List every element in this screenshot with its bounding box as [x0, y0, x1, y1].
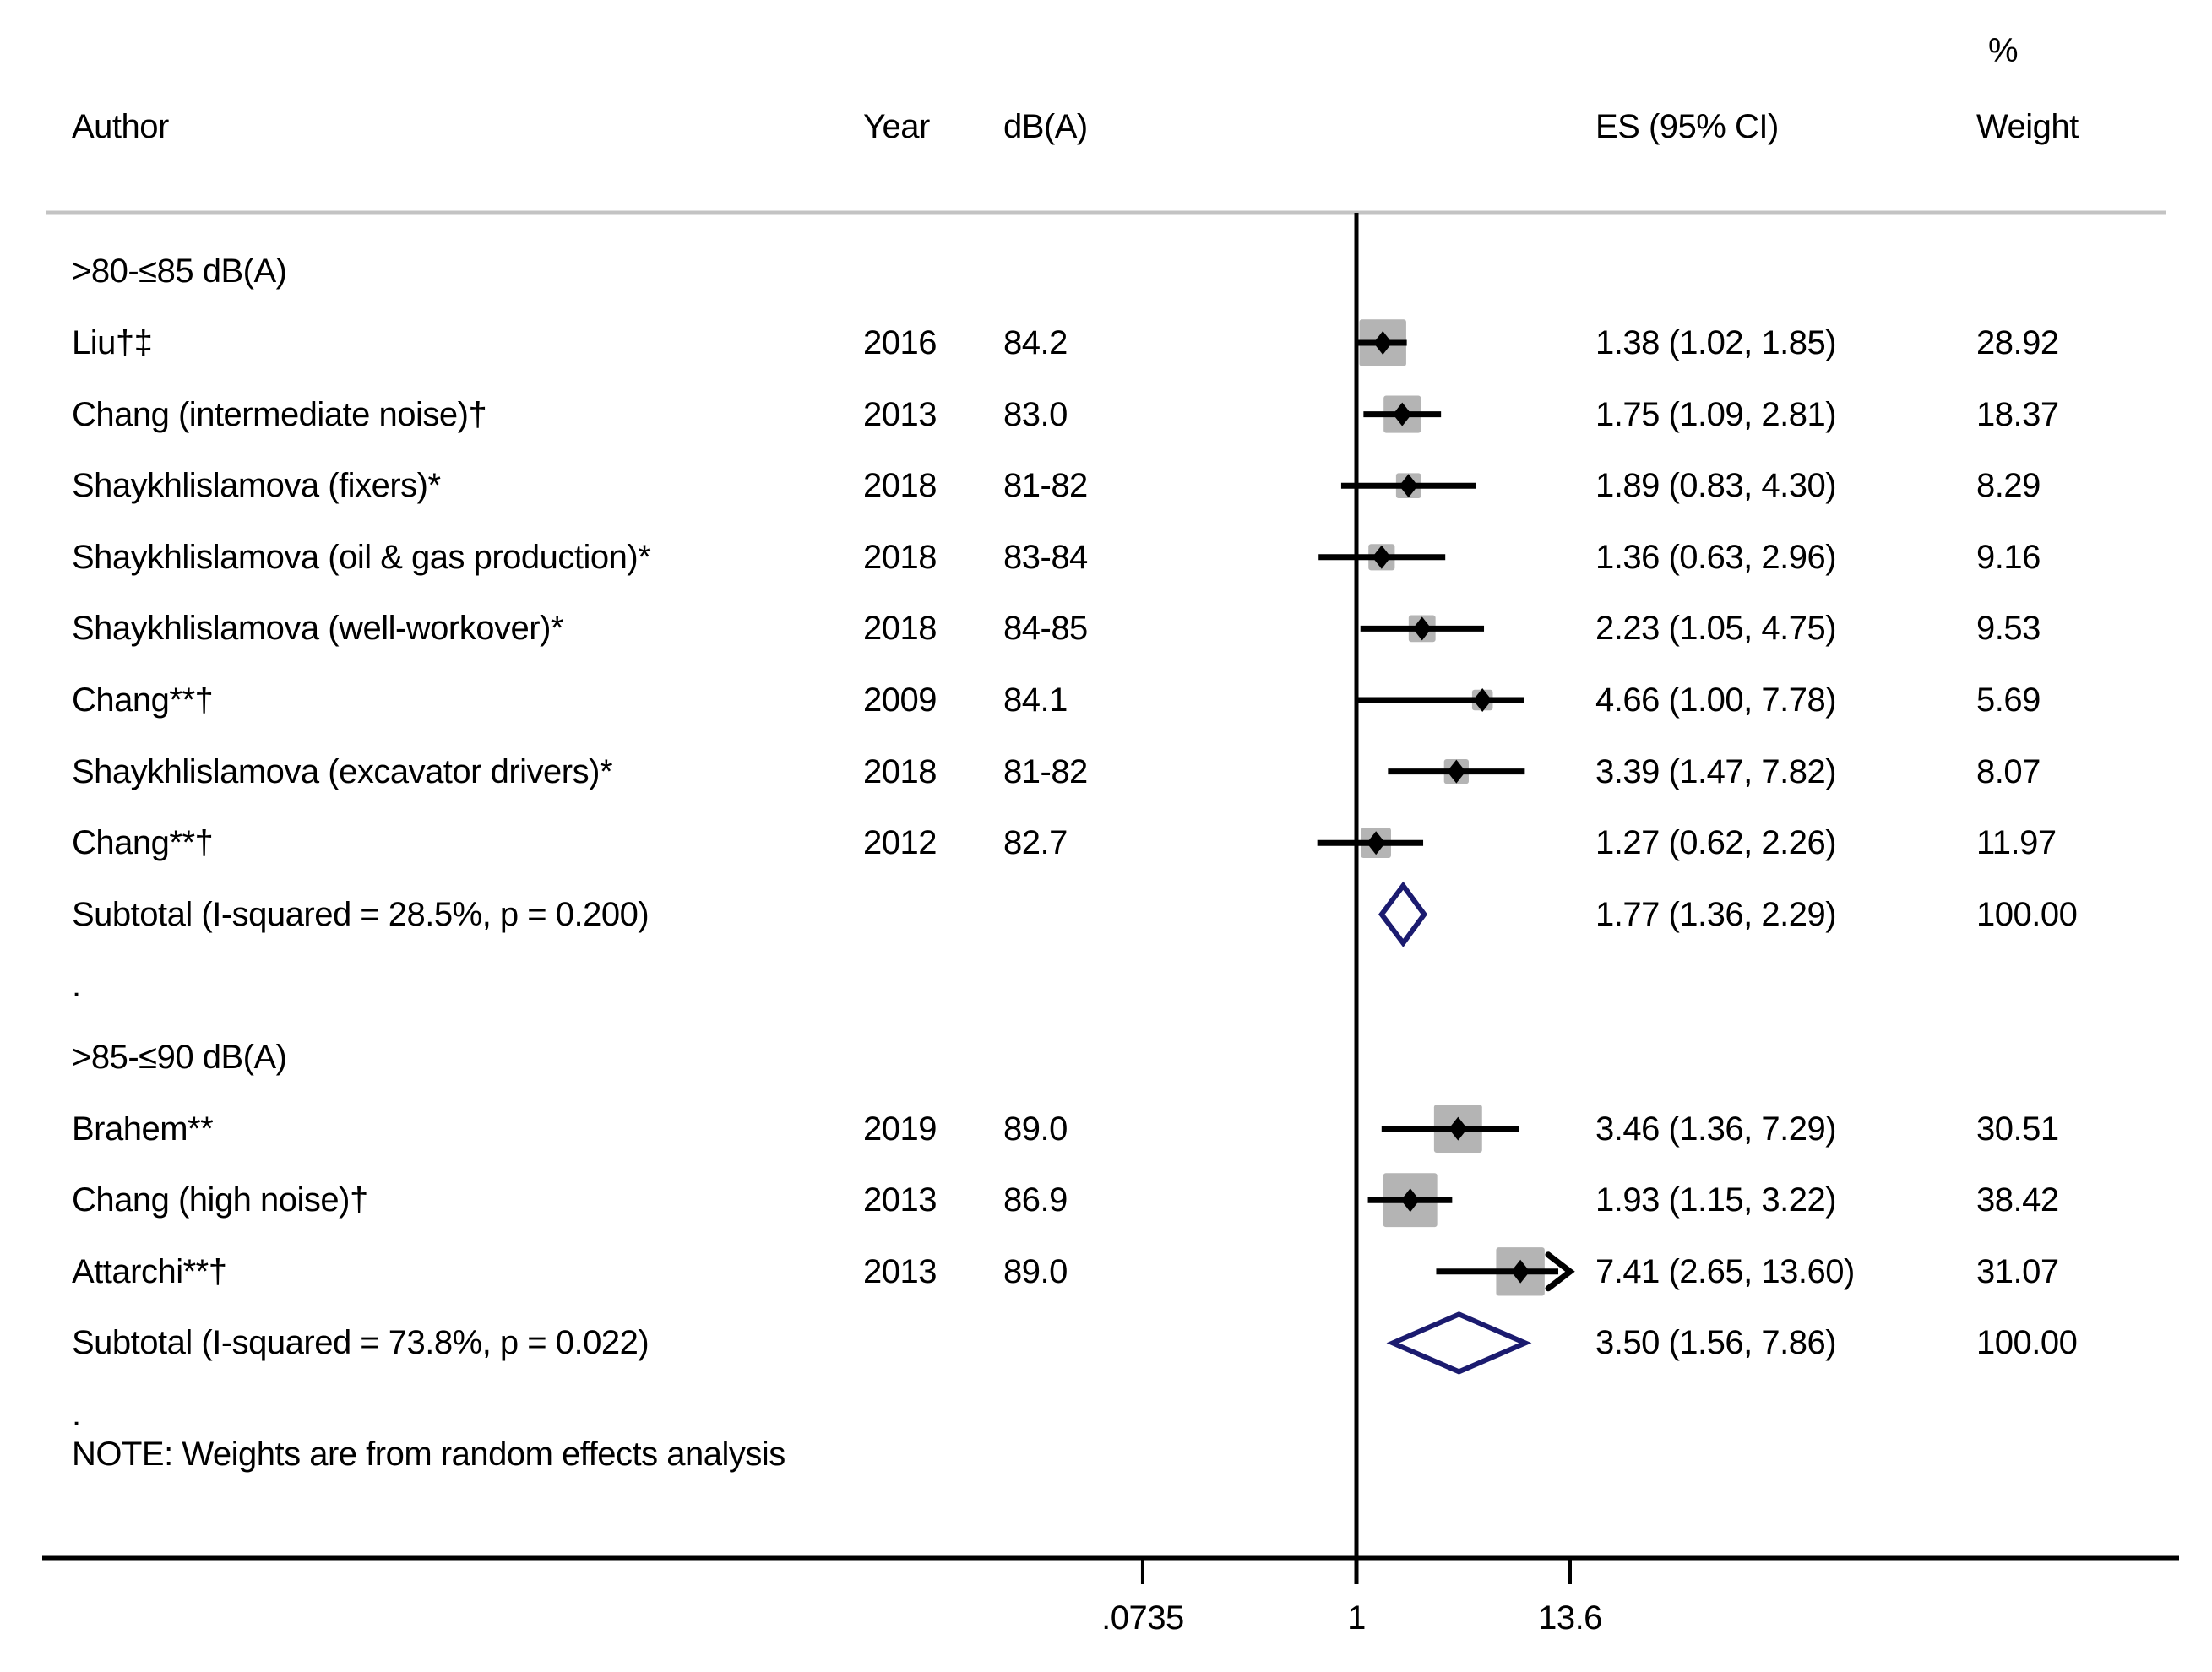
point-marker-icon [1373, 331, 1393, 355]
study-row-author: Brahem** [72, 1110, 214, 1148]
study-row-es: 3.39 (1.47, 7.82) [1595, 752, 1837, 790]
study-row-year: 2013 [863, 1252, 937, 1290]
study-row-author: Chang (high noise)† [72, 1181, 368, 1219]
study-row-weight: 18.37 [1976, 395, 2059, 433]
subtotal-weight: 100.00 [1976, 895, 2078, 933]
study-row-es: 1.36 (0.63, 2.96) [1595, 538, 1837, 576]
study-row-author: Chang**† [72, 681, 214, 719]
study-row-db: 83-84 [1003, 538, 1088, 576]
study-row-weight: 9.16 [1976, 538, 2041, 576]
study-row-author: Shaykhlislamova (fixers)* [72, 467, 441, 505]
study-row-year: 2016 [863, 324, 937, 361]
study-row-es: 7.41 (2.65, 13.60) [1595, 1252, 1855, 1290]
study-row-weight: 30.51 [1976, 1110, 2059, 1148]
study-row-weight: 31.07 [1976, 1252, 2059, 1290]
study-row-author: Shaykhlislamova (well-workover)* [72, 610, 563, 648]
study-row-db: 89.0 [1003, 1252, 1068, 1290]
study-row-author: Shaykhlislamova (excavator drivers)* [72, 752, 613, 790]
subtotal-diamond [1378, 881, 1428, 947]
subtotal-es: 3.50 (1.56, 7.86) [1595, 1324, 1837, 1362]
study-row-es: 1.89 (0.83, 4.30) [1595, 467, 1837, 505]
study-row-db: 83.0 [1003, 395, 1068, 433]
study-row-db: 84.1 [1003, 681, 1068, 719]
study-row-db: 86.9 [1003, 1181, 1068, 1219]
axis-tick-label: 13.6 [1538, 1599, 1602, 1637]
spacer-dot: . [72, 1396, 81, 1433]
column-header-es-ci: ES (95% CI) [1595, 108, 1779, 145]
point-marker-icon [1367, 831, 1386, 855]
study-row-db: 84.2 [1003, 324, 1068, 361]
study-row-es: 1.27 (0.62, 2.26) [1595, 824, 1837, 862]
subtotal-label: Subtotal (I-squared = 73.8%, p = 0.022) [72, 1324, 649, 1362]
column-header-year: Year [863, 108, 930, 145]
subtotal-label: Subtotal (I-squared = 28.5%, p = 0.200) [72, 895, 649, 933]
axis-tick-label: .0735 [1101, 1599, 1184, 1637]
point-marker-icon [1400, 1188, 1420, 1213]
subtotal-weight: 100.00 [1976, 1324, 2078, 1362]
study-row-db: 82.7 [1003, 824, 1068, 862]
point-marker-icon [1372, 545, 1391, 569]
group-label: >80-≤85 dB(A) [72, 252, 287, 290]
study-row-weight: 28.92 [1976, 324, 2059, 361]
point-marker-icon [1399, 474, 1418, 498]
study-row-year: 2018 [863, 538, 937, 576]
study-row-year: 2018 [863, 467, 937, 505]
study-row-es: 1.75 (1.09, 2.81) [1595, 395, 1837, 433]
study-row-es: 3.46 (1.36, 7.29) [1595, 1110, 1837, 1148]
study-row-weight: 11.97 [1976, 824, 2057, 862]
study-row-es: 1.38 (1.02, 1.85) [1595, 324, 1837, 361]
point-marker-icon [1473, 688, 1492, 712]
subtotal-diamond [1386, 1311, 1532, 1375]
study-row-year: 2013 [863, 395, 937, 433]
study-row-year: 2012 [863, 824, 937, 862]
study-row-year: 2013 [863, 1181, 937, 1219]
study-row-es: 4.66 (1.00, 7.78) [1595, 681, 1837, 719]
column-header-percent: % [1988, 32, 2019, 69]
point-marker-icon [1511, 1259, 1530, 1284]
group-label: >85-≤90 dB(A) [72, 1039, 287, 1076]
study-row-es: 2.23 (1.05, 4.75) [1595, 610, 1837, 648]
column-header-weight: Weight [1976, 108, 2079, 145]
study-row-weight: 8.07 [1976, 752, 2041, 790]
study-row-author: Liu†‡ [72, 324, 153, 361]
study-row-db: 89.0 [1003, 1110, 1068, 1148]
study-row-db: 81-82 [1003, 467, 1088, 505]
study-row-author: Chang (intermediate noise)† [72, 395, 487, 433]
study-row-year: 2018 [863, 610, 937, 648]
subtotal-es: 1.77 (1.36, 2.29) [1595, 895, 1837, 933]
column-header-author: Author [72, 108, 169, 145]
study-row-weight: 5.69 [1976, 681, 2041, 719]
study-row-es: 1.93 (1.15, 3.22) [1595, 1181, 1837, 1219]
point-marker-icon [1412, 616, 1432, 641]
study-row-db: 84-85 [1003, 610, 1088, 648]
spacer-dot: . [72, 967, 81, 1005]
random-effects-note: NOTE: Weights are from random effects an… [72, 1436, 785, 1473]
arrow-right-icon [1545, 1251, 1575, 1292]
study-row-weight: 8.29 [1976, 467, 2041, 505]
axis-tick-label: 1 [1347, 1599, 1366, 1637]
point-marker-icon [1448, 1116, 1468, 1141]
study-row-year: 2019 [863, 1110, 937, 1148]
study-row-weight: 38.42 [1976, 1181, 2059, 1219]
study-row-year: 2018 [863, 752, 937, 790]
study-row-author: Chang**† [72, 824, 214, 862]
study-row-year: 2009 [863, 681, 937, 719]
study-row-weight: 9.53 [1976, 610, 2041, 648]
column-header-db: dB(A) [1003, 108, 1088, 145]
study-row-db: 81-82 [1003, 752, 1088, 790]
point-marker-icon [1447, 759, 1466, 784]
study-row-author: Attarchi**† [72, 1252, 227, 1290]
point-marker-icon [1393, 402, 1412, 426]
study-row-author: Shaykhlislamova (oil & gas production)* [72, 538, 651, 576]
